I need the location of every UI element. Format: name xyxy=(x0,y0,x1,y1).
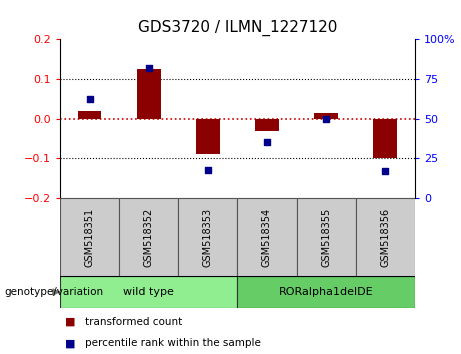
Point xyxy=(382,168,389,174)
Bar xyxy=(196,119,219,154)
Bar xyxy=(119,198,178,276)
Bar xyxy=(60,198,119,276)
Point xyxy=(86,97,93,102)
Bar xyxy=(77,110,101,119)
Point xyxy=(204,167,212,172)
Bar xyxy=(296,198,356,276)
Text: GSM518351: GSM518351 xyxy=(84,207,95,267)
Text: GSM518352: GSM518352 xyxy=(144,207,154,267)
Point xyxy=(145,65,152,70)
Point xyxy=(263,139,271,145)
Text: GSM518354: GSM518354 xyxy=(262,207,272,267)
Bar xyxy=(255,119,279,131)
Text: GSM518353: GSM518353 xyxy=(203,207,213,267)
Bar xyxy=(237,198,296,276)
Bar xyxy=(373,119,397,159)
Bar xyxy=(137,69,160,119)
Bar xyxy=(237,276,415,308)
Text: GSM518356: GSM518356 xyxy=(380,207,390,267)
Text: wild type: wild type xyxy=(123,287,174,297)
Text: transformed count: transformed count xyxy=(85,317,183,327)
Text: genotype/variation: genotype/variation xyxy=(5,287,104,297)
Text: percentile rank within the sample: percentile rank within the sample xyxy=(85,338,261,348)
Text: ■: ■ xyxy=(65,317,75,327)
Bar xyxy=(356,198,415,276)
Bar xyxy=(60,276,237,308)
Text: GSM518355: GSM518355 xyxy=(321,207,331,267)
Point xyxy=(322,116,330,121)
Bar xyxy=(178,198,237,276)
Text: ■: ■ xyxy=(65,338,75,348)
Bar xyxy=(314,113,338,119)
Title: GDS3720 / ILMN_1227120: GDS3720 / ILMN_1227120 xyxy=(138,20,337,36)
Text: RORalpha1delDE: RORalpha1delDE xyxy=(279,287,373,297)
